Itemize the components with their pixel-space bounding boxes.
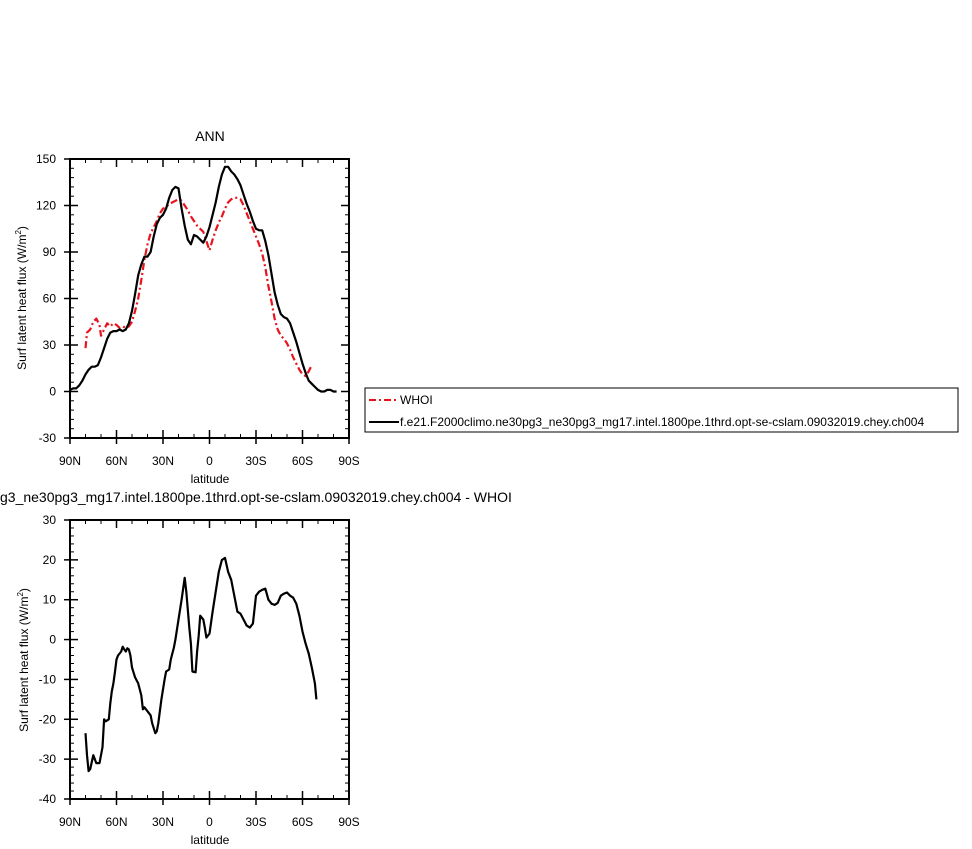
x-tick-label: 0	[206, 815, 213, 829]
y-tick-labels: -30 0 30 60 90 120 150	[36, 152, 56, 445]
x-tick-label: 60N	[105, 815, 127, 829]
legend-box	[364, 387, 959, 433]
x-tick-label: 90S	[338, 454, 359, 468]
y-axis-label-main: Surf latent heat flux (W/m	[15, 235, 29, 370]
y-tick-label: 150	[36, 152, 56, 166]
y-tick-label: 90	[43, 245, 57, 259]
legend-label-model: f.e21.F2000climo.ne30pg3_ne30pg3_mg17.in…	[400, 415, 924, 429]
x-tick-label: 90S	[338, 815, 359, 829]
x-tick-label: 90N	[59, 815, 81, 829]
plot-frame	[69, 158, 350, 439]
chart-title: ANN	[195, 128, 225, 144]
y-tick-label: 0	[49, 385, 56, 399]
series-lines	[84, 556, 318, 773]
y-tick-label: 30	[43, 513, 57, 527]
y-axis-label: Surf latent heat flux (W/m2)	[14, 226, 29, 370]
axis-ticks	[64, 158, 350, 444]
top-chart: ANN 90N 60N 30N 0 30S 60S 90S -30 0 30 60 90 120 150…	[14, 128, 360, 486]
y-axis-label-main: Surf latent heat flux (W/m	[17, 597, 31, 732]
axis-ticks	[64, 519, 350, 805]
x-tick-labels: 90N 60N 30N 0 30S 60S 90S	[59, 815, 360, 829]
x-tick-label: 30N	[152, 815, 174, 829]
x-axis-label: latitude	[191, 833, 230, 847]
legend-label-whoi: WHOI	[400, 393, 433, 407]
y-tick-label: 120	[36, 199, 56, 213]
x-tick-label: 30S	[245, 454, 266, 468]
legend: WHOI f.e21.F2000climo.ne30pg3_ne30pg3_mg…	[364, 387, 959, 433]
chart-title: g3_ne30pg3_mg17.intel.1800pe.1thrd.opt-s…	[0, 489, 512, 505]
y-axis-label-sup: 2	[16, 592, 25, 597]
series-lines	[69, 165, 337, 393]
x-axis-label: latitude	[191, 472, 230, 486]
y-tick-label: 30	[43, 338, 57, 352]
y-tick-label: 0	[49, 633, 56, 647]
y-tick-label: -20	[39, 712, 57, 726]
x-tick-label: 90N	[59, 454, 81, 468]
plot-frame	[69, 519, 350, 800]
y-tick-label: -40	[39, 792, 57, 806]
x-tick-labels: 90N 60N 30N 0 30S 60S 90S	[59, 454, 360, 468]
x-tick-label: 0	[206, 454, 213, 468]
x-tick-label: 60N	[105, 454, 127, 468]
x-tick-label: 30N	[152, 454, 174, 468]
y-tick-label: -30	[39, 752, 57, 766]
x-tick-label: 60S	[292, 815, 313, 829]
y-axis-label-sup: 2	[14, 230, 23, 235]
series-line-0	[84, 556, 318, 773]
y-tick-label: 10	[43, 593, 57, 607]
y-tick-label: -30	[39, 431, 57, 445]
series-line-0	[84, 196, 313, 378]
y-axis-label-close: )	[15, 226, 29, 230]
bottom-chart: g3_ne30pg3_mg17.intel.1800pe.1thrd.opt-s…	[0, 489, 512, 847]
x-tick-label: 30S	[245, 815, 266, 829]
y-tick-labels: -40 -30 -20 -10 0 10 20 30	[39, 513, 57, 806]
y-axis-label: Surf latent heat flux (W/m2)	[16, 588, 31, 732]
x-tick-label: 60S	[292, 454, 313, 468]
y-tick-label: -10	[39, 672, 57, 686]
series-line-1	[69, 165, 337, 393]
y-tick-label: 20	[43, 553, 57, 567]
y-tick-label: 60	[43, 292, 57, 306]
y-axis-label-close: )	[17, 588, 31, 592]
